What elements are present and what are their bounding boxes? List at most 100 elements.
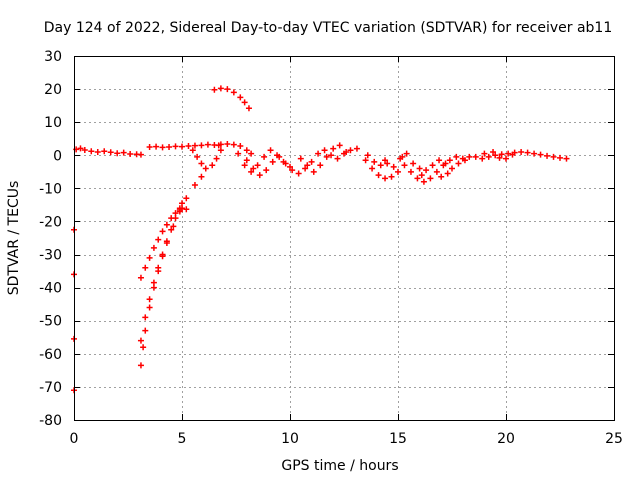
data-point [168, 226, 175, 233]
data-point [375, 172, 382, 179]
series-late-flat [479, 148, 570, 162]
data-point [382, 157, 389, 164]
data-point [496, 154, 503, 161]
data-point [198, 160, 205, 167]
y-tick-labels: 30 20 10 0 -10 -20 -30 -40 -50 -60 -70 -80 [39, 49, 62, 429]
data-point [395, 168, 401, 175]
data-point [248, 168, 255, 175]
data-point [237, 94, 244, 101]
y-tick-label: 20 [44, 82, 62, 98]
data-point [235, 150, 242, 157]
data-point [159, 144, 166, 151]
data-point [427, 175, 434, 182]
x-axis-title: GPS time / hours [281, 458, 398, 474]
data-point [172, 143, 179, 150]
data-point [442, 160, 449, 167]
y-tick-label: -70 [39, 380, 62, 396]
data-point [215, 142, 222, 149]
data-point [237, 143, 244, 150]
data-point [213, 155, 220, 162]
data-point [150, 279, 157, 286]
data-point [94, 148, 101, 155]
data-point [518, 148, 525, 155]
grid [74, 56, 614, 420]
data-point [243, 147, 250, 154]
series-steep-rise-C [137, 205, 190, 281]
series-steep-rise-A [137, 173, 205, 369]
data-point [410, 160, 417, 167]
data-point [146, 254, 153, 261]
data-point [185, 143, 192, 150]
data-point [343, 148, 350, 155]
data-point [390, 163, 397, 170]
series-elevated-arc [211, 85, 252, 112]
data-point [403, 150, 410, 157]
data-point [399, 153, 406, 160]
y-tick-label: -10 [39, 181, 62, 197]
data-point [256, 172, 263, 179]
data-point [170, 223, 177, 230]
series-steep-rise-B [137, 200, 185, 344]
data-point [433, 168, 440, 175]
y-tick-label: -30 [39, 248, 62, 264]
data-point [479, 155, 486, 162]
data-point [168, 215, 175, 222]
data-point [267, 147, 274, 154]
data-point [243, 157, 250, 164]
x-tick-labels: 0 5 10 15 20 25 [70, 431, 623, 447]
data-point [544, 152, 551, 159]
data-point [423, 167, 430, 174]
data-point [388, 173, 395, 180]
data-point [418, 172, 425, 179]
data-point [77, 145, 84, 152]
data-point [172, 210, 179, 217]
data-point [503, 155, 509, 162]
data-point [183, 206, 190, 213]
data-point [550, 153, 557, 160]
data-point [114, 150, 121, 157]
data-point [137, 274, 144, 281]
data-point [241, 162, 248, 169]
series-flat-segment-early [73, 145, 144, 158]
data-point [261, 153, 268, 160]
data-point [101, 148, 108, 155]
data-point [241, 99, 248, 106]
y-tick-label: -40 [39, 281, 62, 297]
data-points [71, 85, 570, 394]
data-point [194, 153, 201, 160]
data-point [107, 149, 114, 156]
data-point [211, 86, 218, 93]
data-point [140, 344, 147, 351]
data-point [191, 182, 198, 189]
y-tick-label: -60 [39, 347, 62, 363]
data-point [146, 296, 153, 303]
data-point [191, 142, 198, 149]
x-tick-label: 20 [497, 431, 515, 447]
data-point [310, 168, 317, 175]
data-point [179, 205, 185, 212]
data-point [446, 157, 453, 164]
data-point [371, 158, 378, 165]
data-point [414, 175, 421, 182]
data-point [436, 157, 443, 164]
data-point [328, 152, 335, 159]
axis-ticks [74, 56, 615, 421]
data-point [269, 158, 276, 165]
data-point [481, 150, 488, 157]
data-point [315, 150, 322, 157]
chart-title: Day 124 of 2022, Sidereal Day-to-day VTE… [44, 20, 613, 36]
data-point [466, 153, 473, 160]
x-tick-label: 10 [281, 431, 299, 447]
data-point [163, 238, 170, 245]
data-point [137, 151, 144, 158]
data-point [183, 195, 190, 202]
data-point [407, 168, 414, 175]
data-point [155, 236, 162, 243]
data-point [323, 153, 330, 160]
data-point [159, 251, 166, 258]
data-point [155, 264, 162, 271]
data-point [321, 147, 328, 154]
series-dip-region [362, 150, 479, 185]
data-point [498, 151, 505, 158]
